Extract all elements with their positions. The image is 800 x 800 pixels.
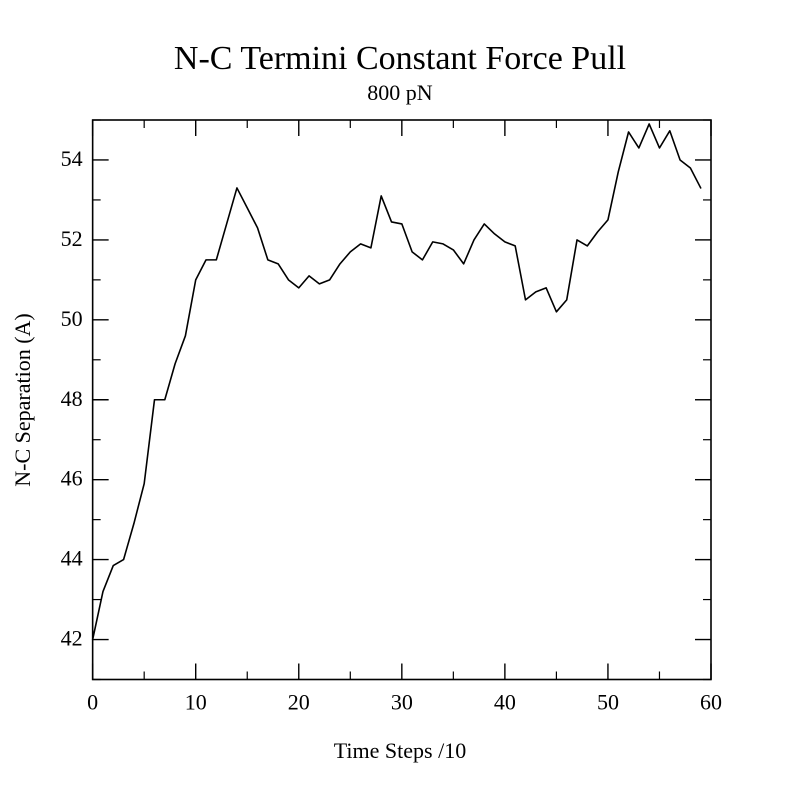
svg-text:48: 48 [61,386,83,411]
svg-text:30: 30 [391,690,413,715]
svg-text:50: 50 [597,690,619,715]
svg-text:40: 40 [494,690,516,715]
svg-text:54: 54 [61,146,83,171]
svg-text:42: 42 [61,626,83,651]
svg-text:60: 60 [700,690,722,715]
svg-text:44: 44 [61,546,83,571]
svg-text:50: 50 [61,306,83,331]
svg-text:N-C Separation (A): N-C Separation (A) [10,313,35,487]
svg-text:52: 52 [61,226,83,251]
svg-text:0: 0 [87,690,98,715]
svg-text:20: 20 [288,690,310,715]
svg-text:10: 10 [185,690,207,715]
svg-text:46: 46 [61,466,83,491]
